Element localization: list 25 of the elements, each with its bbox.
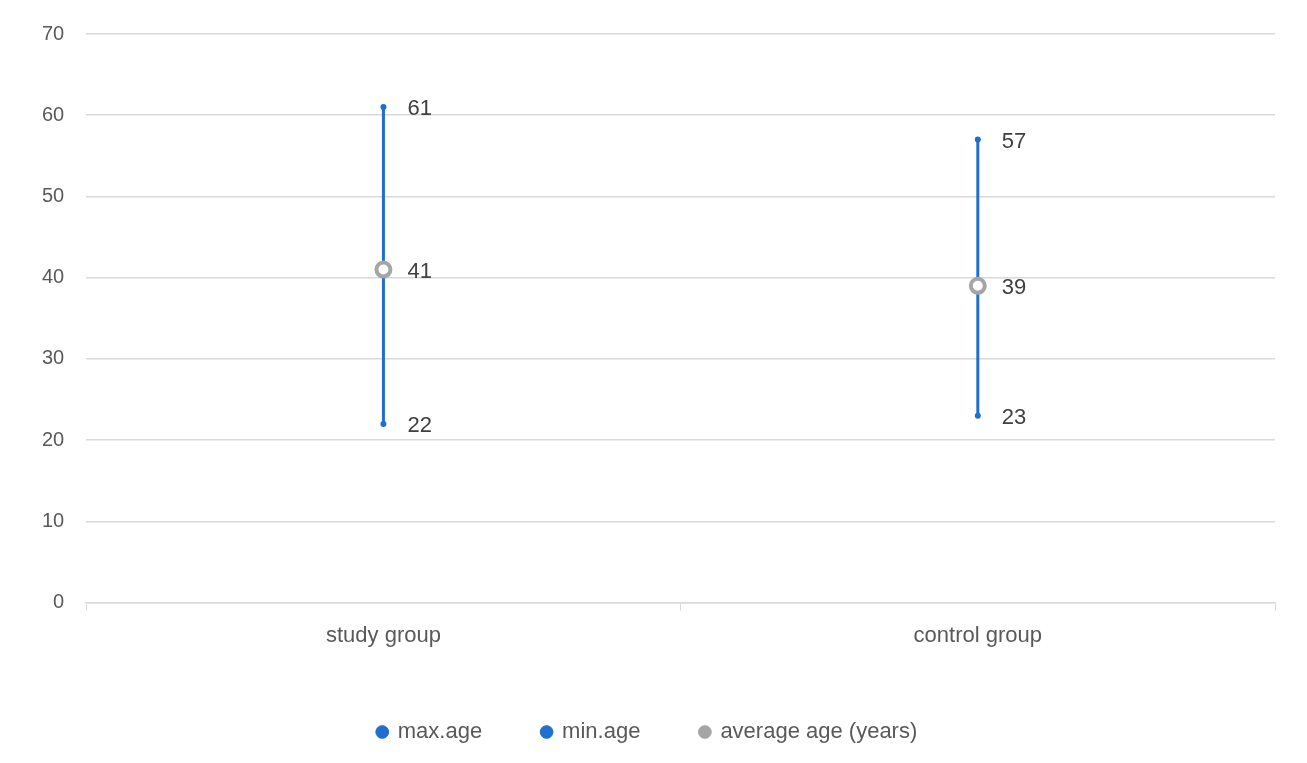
y-tick-label: 60 (42, 102, 65, 125)
legend-label: min.age (562, 718, 641, 744)
y-tick-label: 0 (53, 590, 65, 613)
x-tick-label: control group (913, 621, 1043, 647)
x-tick-label: study group (325, 621, 441, 647)
data-label: 41 (407, 257, 432, 283)
data-label: 23 (1001, 403, 1027, 429)
legend-label: max.age (397, 718, 483, 744)
y-tick-label: 20 (42, 427, 65, 450)
point (968, 276, 987, 295)
data-label: 61 (407, 95, 432, 121)
y-tick-label: 70 (42, 21, 65, 44)
y-tick-label: 50 (42, 183, 65, 206)
data-label: 39 (1001, 273, 1027, 299)
point (974, 412, 981, 419)
data-label: 22 (407, 411, 432, 437)
point (374, 260, 393, 279)
y-tick-label: 40 (42, 265, 65, 288)
point (380, 104, 387, 111)
legend-label: average age (years) (720, 718, 918, 744)
y-tick-label: 10 (42, 508, 65, 531)
data-label: 57 (1001, 127, 1027, 153)
point (974, 136, 981, 143)
y-tick-label: 30 (42, 346, 65, 369)
point (380, 420, 387, 427)
